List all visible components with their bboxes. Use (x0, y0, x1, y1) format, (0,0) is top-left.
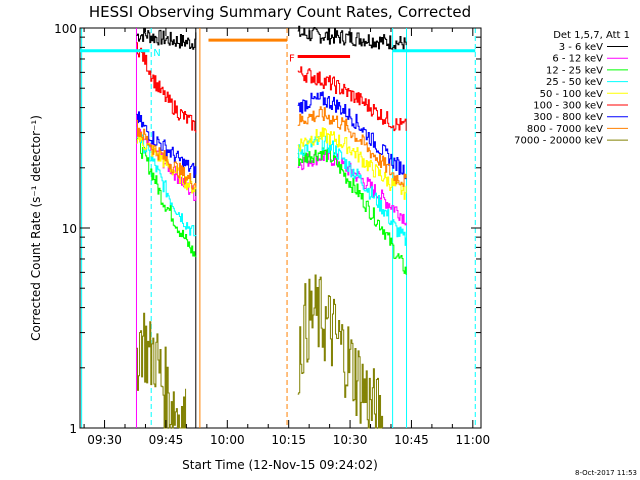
series-trace (297, 91, 407, 180)
x-axis: 09:30 09:45 10:00 10:15 10:30 10:45 11:00 (83, 28, 491, 447)
y-tick-label: 10 (62, 222, 77, 236)
y-axis-label: Corrected Count Rate (s⁻¹ detector⁻¹) (29, 115, 43, 341)
series-trace (297, 106, 407, 187)
y-tick-label: 1 (69, 422, 77, 436)
plot-frame (79, 27, 482, 429)
series-trace (136, 133, 197, 194)
series-trace (136, 27, 197, 50)
flag-label: N (153, 48, 160, 59)
series-trace (136, 312, 187, 429)
legend-entry-label: 12 - 25 keV (546, 65, 603, 76)
legend-entry-label: 3 - 6 keV (559, 42, 603, 53)
series-trace (297, 66, 407, 132)
x-tick-label: 10:15 (271, 433, 306, 447)
legend-entry-label: 50 - 100 keV (540, 89, 604, 100)
legend-entry-label: 300 - 800 keV (533, 112, 603, 123)
series-trace (297, 25, 407, 51)
chart-title: HESSI Observing Summary Count Rates, Cor… (89, 3, 471, 21)
legend-header: Det 1,5,7, Att 1 (553, 30, 630, 41)
plot-area: NF (79, 25, 482, 429)
series-trace (297, 127, 407, 200)
legend-entry-label: 7000 - 20000 keV (514, 136, 603, 147)
series-trace (136, 127, 197, 237)
timestamp: 8-Oct-2017 11:53 (575, 469, 637, 477)
series-trace (136, 42, 197, 133)
legend-entry-label: 800 - 7000 keV (527, 124, 603, 135)
series-trace (136, 135, 197, 258)
x-tick-label: 10:30 (333, 433, 368, 447)
x-tick-label: 09:30 (87, 433, 122, 447)
x-tick-label: 10:00 (210, 433, 245, 447)
series-trace (136, 119, 197, 190)
legend-entry-label: 6 - 12 keV (552, 54, 603, 65)
series-trace (297, 274, 384, 429)
y-tick-label: 100 (54, 22, 77, 36)
x-axis-label: Start Time (12-Nov-15 09:24:02) (182, 458, 378, 472)
x-tick-label: 09:45 (149, 433, 184, 447)
flag-label: F (289, 54, 295, 65)
x-tick-label: 11:00 (456, 433, 491, 447)
legend-entry-label: 100 - 300 keV (533, 101, 603, 112)
y-axis: 1 10 100 (54, 22, 481, 436)
x-tick-label: 10:45 (394, 433, 429, 447)
legend-entry-label: 25 - 50 keV (546, 77, 603, 88)
series-trace (297, 147, 407, 275)
